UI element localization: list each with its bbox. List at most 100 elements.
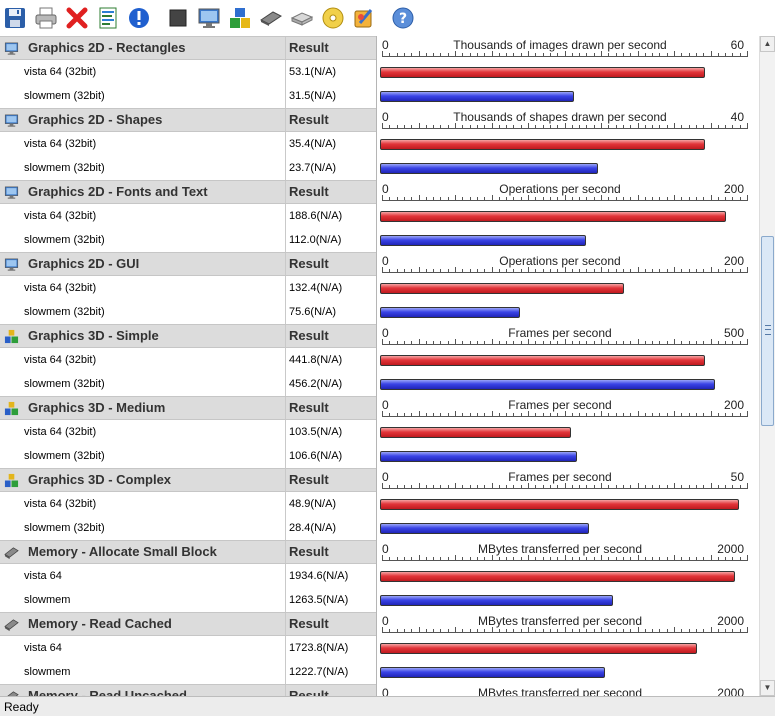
column-separator (285, 444, 286, 468)
table-row[interactable]: vista 64 1934.6(N/A) (0, 564, 376, 588)
row-result: 31.5(N/A) (289, 90, 337, 102)
section-header[interactable]: Graphics 3D - Medium Result (0, 396, 376, 420)
tools-button[interactable] (351, 5, 377, 31)
table-row[interactable]: slowmem (32bit) 106.6(N/A) (0, 444, 376, 468)
table-row[interactable]: vista 64 (32bit) 103.5(N/A) (0, 420, 376, 444)
monitor-button[interactable] (196, 5, 222, 31)
scale-tick (506, 485, 508, 489)
scale-max-label: 50 (730, 470, 744, 484)
result-column-header: Result (289, 544, 329, 559)
table-row[interactable]: slowmem 1263.5(N/A) (0, 588, 376, 612)
scale-tick (440, 53, 442, 57)
print-button[interactable] (33, 5, 59, 31)
table-row[interactable]: vista 64 1723.8(N/A) (0, 636, 376, 660)
scale-tick (637, 51, 639, 57)
section-header[interactable]: Graphics 2D - GUI Result (0, 252, 376, 276)
scale-tick (535, 125, 537, 129)
table-row[interactable]: slowmem (32bit) 31.5(N/A) (0, 84, 376, 108)
scale-tick (725, 197, 727, 201)
scale-tick (710, 555, 712, 561)
scale-tick (389, 197, 391, 201)
chart-scale: 0 Frames per second 200 (377, 396, 759, 420)
scale-tick (455, 411, 456, 417)
scale-tick (608, 557, 610, 561)
scale-tick (396, 485, 398, 489)
stop-button[interactable] (165, 5, 191, 31)
table-row[interactable]: slowmem 1222.7(N/A) (0, 660, 376, 684)
cubes-icon (4, 473, 19, 488)
section-title: Memory - Read Uncached (28, 688, 187, 696)
table-row[interactable]: vista 64 (32bit) 53.1(N/A) (0, 60, 376, 84)
delete-button[interactable] (64, 5, 90, 31)
scroll-thumb[interactable] (761, 236, 774, 426)
cd-button[interactable] (320, 5, 346, 31)
table-row[interactable]: slowmem (32bit) 75.6(N/A) (0, 300, 376, 324)
table-row[interactable]: vista 64 (32bit) 132.4(N/A) (0, 276, 376, 300)
table-row[interactable]: slowmem (32bit) 112.0(N/A) (0, 228, 376, 252)
scale-tick (681, 341, 683, 345)
scale-tick (469, 557, 471, 561)
scale-tick (681, 269, 683, 273)
scale-tick (622, 125, 624, 129)
scroll-up-arrow-icon[interactable]: ▲ (760, 36, 775, 52)
section-header[interactable]: Graphics 3D - Simple Result (0, 324, 376, 348)
table-row[interactable]: vista 64 (32bit) 35.4(N/A) (0, 132, 376, 156)
disk-button[interactable] (289, 5, 315, 31)
scale-tick (396, 269, 398, 273)
scale-tick (622, 197, 624, 201)
scale-tick (382, 51, 383, 57)
scale-tick (418, 51, 420, 57)
table-row[interactable]: vista 64 (32bit) 48.9(N/A) (0, 492, 376, 516)
scale-tick (703, 485, 705, 489)
scale-tick (557, 485, 559, 489)
scale-tick (637, 123, 639, 129)
scale-tick (630, 629, 632, 633)
scale-tick (652, 629, 654, 633)
report-button[interactable] (95, 5, 121, 31)
scale-tick (652, 53, 654, 57)
scale-tick (447, 197, 449, 201)
info-button[interactable] (126, 5, 152, 31)
scale-tick (586, 557, 588, 561)
result-bar-red (380, 67, 705, 78)
section-header[interactable]: Memory - Allocate Small Block Result (0, 540, 376, 564)
scale-tick (462, 413, 464, 417)
memory-button[interactable] (258, 5, 284, 31)
save-button[interactable] (2, 5, 28, 31)
scale-tick (703, 269, 705, 273)
scale-tick (725, 341, 727, 345)
row-name: slowmem (32bit) (24, 450, 105, 462)
column-divider[interactable] (376, 36, 377, 696)
scale-tick (725, 125, 727, 129)
column-separator (285, 469, 286, 491)
scale-tick (389, 125, 391, 129)
vertical-scrollbar[interactable]: ▲ ▼ (759, 36, 775, 696)
column-separator (285, 660, 286, 684)
table-row[interactable]: vista 64 (32bit) 188.6(N/A) (0, 204, 376, 228)
row-name: vista 64 (32bit) (24, 210, 97, 222)
result-column-header: Result (289, 184, 329, 199)
section-header[interactable]: Memory - Read Cached Result (0, 612, 376, 636)
scale-tick (498, 53, 500, 57)
scale-tick (542, 125, 544, 129)
table-row[interactable]: slowmem (32bit) 28.4(N/A) (0, 516, 376, 540)
section-header[interactable]: Graphics 2D - Fonts and Text Result (0, 180, 376, 204)
scale-tick (732, 341, 734, 345)
table-row[interactable]: slowmem (32bit) 23.7(N/A) (0, 156, 376, 180)
table-row[interactable]: slowmem (32bit) 456.2(N/A) (0, 372, 376, 396)
section-header[interactable]: Memory - Read Uncached Result (0, 684, 376, 696)
section-header[interactable]: Graphics 2D - Shapes Result (0, 108, 376, 132)
scale-tick (498, 557, 500, 561)
scale-tick (418, 195, 420, 201)
scale-tick (710, 267, 712, 273)
scale-unit-label: MBytes transferred per second (477, 614, 643, 628)
table-row[interactable]: vista 64 (32bit) 441.8(N/A) (0, 348, 376, 372)
components-button[interactable] (227, 5, 253, 31)
help-button[interactable]: ? (390, 5, 416, 31)
section-header[interactable]: Graphics 3D - Complex Result (0, 468, 376, 492)
scale-tick (396, 413, 398, 417)
section-header[interactable]: Graphics 2D - Rectangles Result (0, 36, 376, 60)
scale-tick (630, 53, 632, 57)
scale-tick (622, 413, 624, 417)
scroll-down-arrow-icon[interactable]: ▼ (760, 680, 775, 696)
